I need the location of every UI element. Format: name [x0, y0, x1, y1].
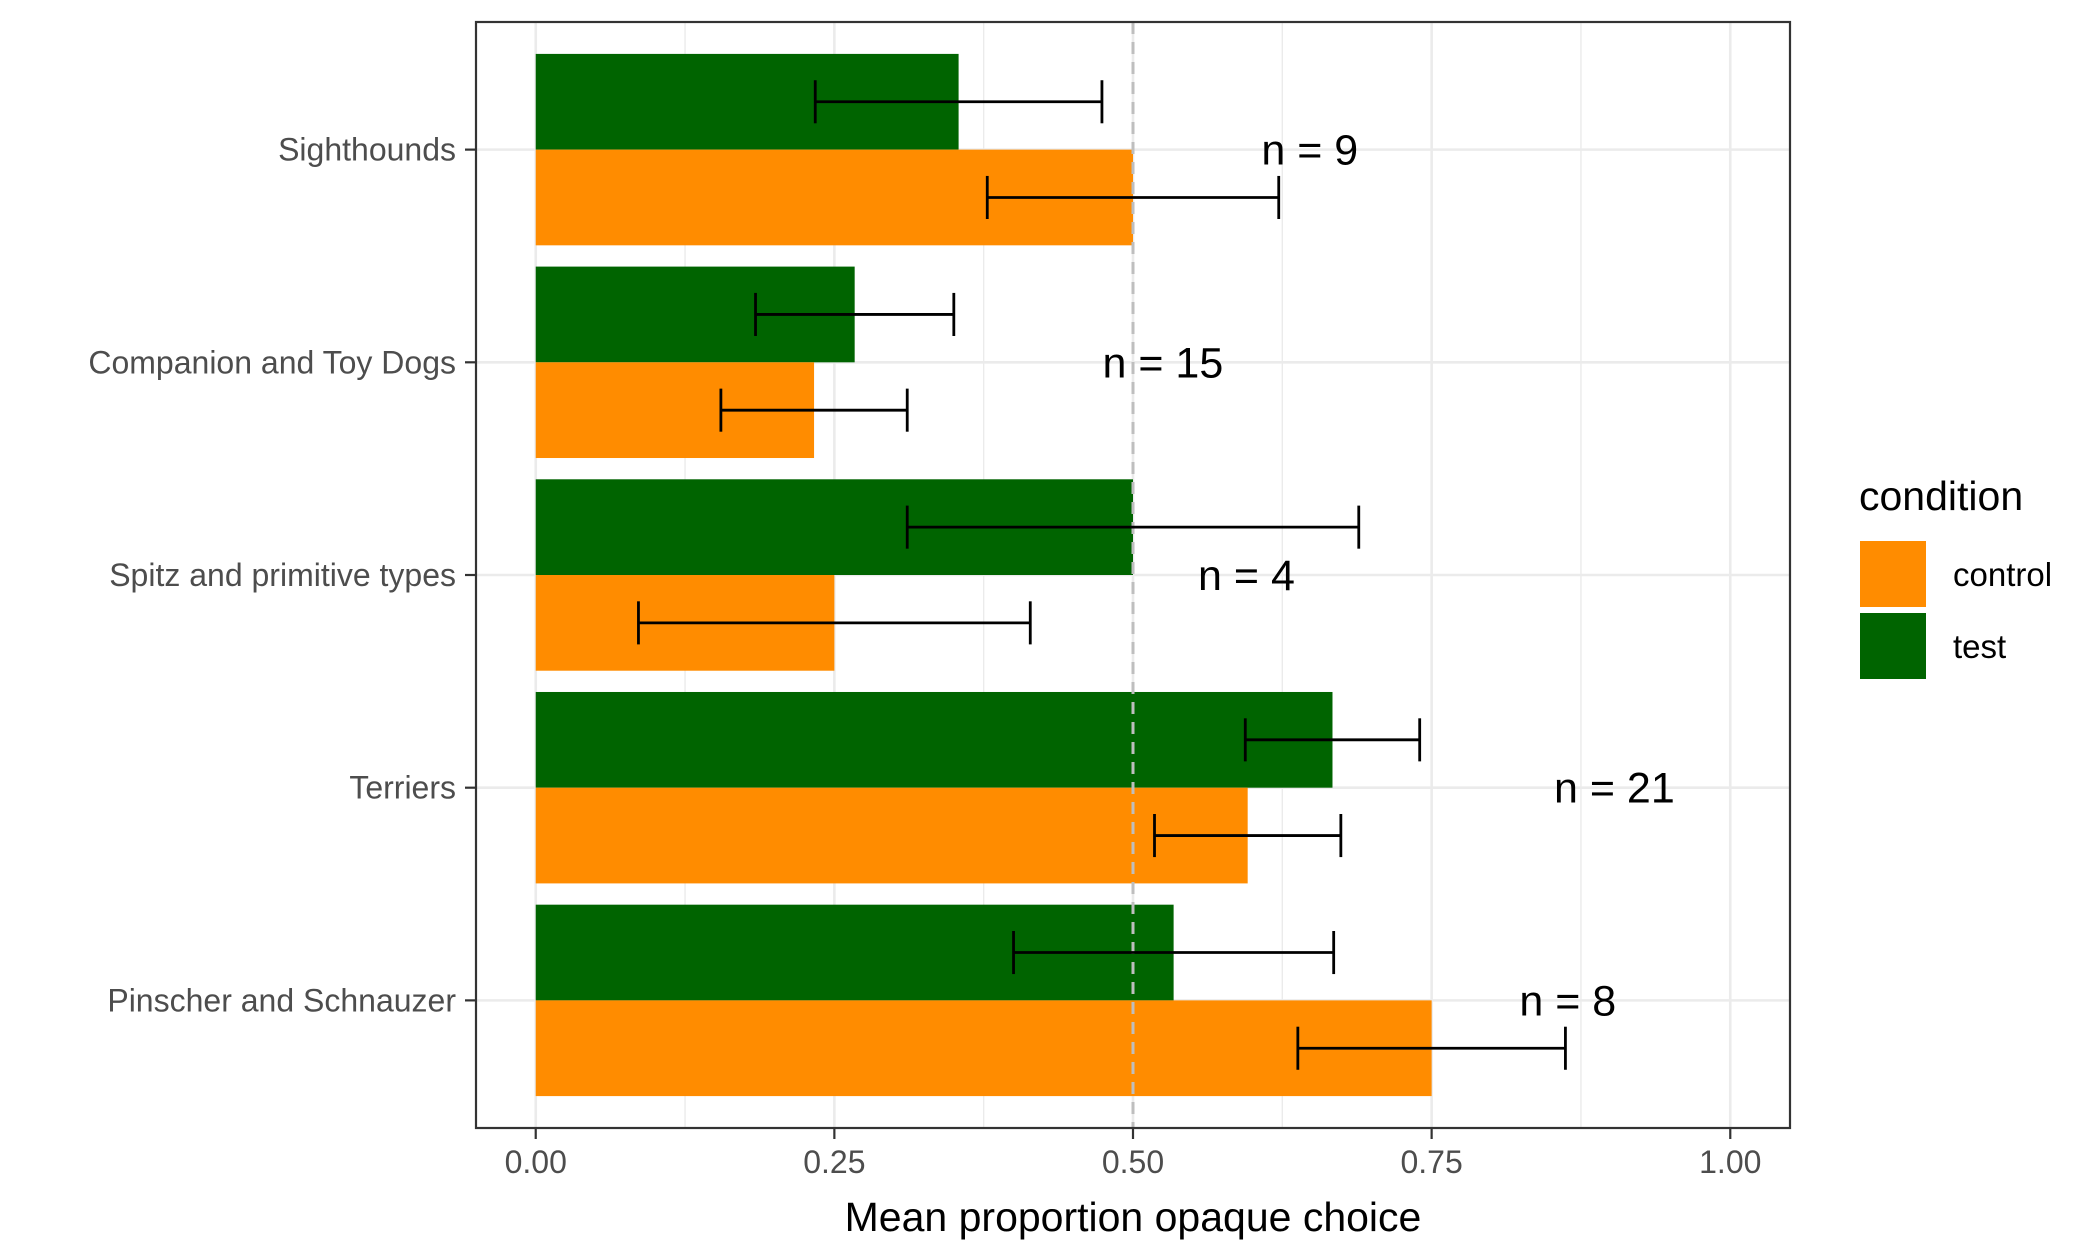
legend-label-test: test [1953, 628, 2006, 665]
error-bars [637, 80, 1567, 1070]
bar-test-terriers [535, 691, 1333, 788]
x-tick-label: 0.00 [505, 1144, 567, 1180]
error-bar-control-sighthounds [985, 175, 1281, 220]
x-axis-title: Mean proportion opaque choice [845, 1194, 1422, 1240]
x-tick-label: 0.50 [1102, 1144, 1164, 1180]
error-bar-test-companion-and-toy-dogs [754, 292, 956, 336]
y-tick-label: Companion and Toy Dogs [88, 344, 456, 380]
y-tick-label: Pinscher and Schnauzer [107, 982, 456, 1018]
y-tick-label: Sighthounds [278, 132, 456, 168]
y-axis: Sighthounds Companion and Toy Dogs Spitz a… [88, 132, 476, 1018]
annotations: n = 9 n = 15 n = 4 n = 21 n = 8 [1102, 127, 1674, 1026]
legend-title: condition [1859, 473, 2023, 519]
annotation-n-terriers: n = 21 [1554, 765, 1675, 813]
legend-key-control [1860, 541, 1926, 607]
x-axis: 0.00 0.25 0.50 0.75 1.00 [505, 1128, 1761, 1180]
legend-key-test [1860, 613, 1926, 679]
error-bar-control-terriers [1153, 814, 1343, 858]
error-bar-control-companion-and-toy-dogs [719, 388, 909, 432]
legend: condition control test [1859, 473, 2052, 679]
annotation-n-spitz-and-primitive-types: n = 4 [1198, 552, 1295, 600]
bar-control-terriers [535, 787, 1248, 884]
y-tick-label: Terriers [349, 770, 456, 806]
annotation-n-sighthounds: n = 9 [1261, 127, 1358, 175]
x-tick-label: 0.75 [1400, 1144, 1462, 1180]
error-bar-test-pinscher-and-schnauzer [1012, 930, 1336, 975]
bar-control-pinscher-and-schnauzer [535, 1000, 1432, 1097]
error-bar-test-sighthounds [813, 80, 1104, 124]
y-tick-label: Spitz and primitive types [109, 557, 456, 593]
error-bar-control-spitz-and-primitive-types [637, 601, 1032, 645]
error-bar-test-terriers [1243, 718, 1422, 762]
bars [535, 53, 1432, 1097]
annotation-n-companion-and-toy-dogs: n = 15 [1102, 339, 1223, 387]
x-tick-label: 1.00 [1699, 1144, 1761, 1180]
annotation-n-pinscher-and-schnauzer: n = 8 [1519, 977, 1616, 1025]
x-tick-label: 0.25 [803, 1144, 865, 1180]
legend-label-control: control [1953, 556, 2052, 593]
error-bar-control-pinscher-and-schnauzer [1296, 1026, 1567, 1070]
error-bar-test-spitz-and-primitive-types [905, 505, 1361, 549]
